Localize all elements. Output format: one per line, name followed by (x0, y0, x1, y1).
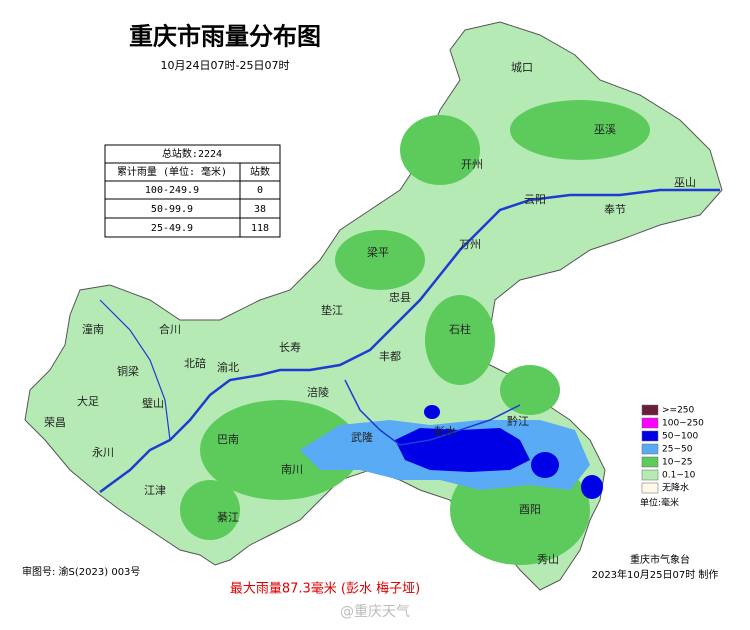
map-label: 渝北 (217, 360, 239, 374)
watermark: @重庆天气 (340, 604, 410, 620)
patch (500, 365, 560, 415)
map-label: 云阳 (524, 193, 546, 206)
made-time: 2023年10月25日07时 制作 (592, 568, 719, 581)
map-label: 涪陵 (307, 385, 329, 399)
patch (180, 480, 240, 540)
approval-number: 审图号: 渝S(2023) 003号 (22, 565, 140, 578)
table-frame (104, 144, 281, 238)
title: 重庆市雨量分布图 (129, 22, 321, 51)
legend-label: 25~50 (662, 445, 693, 455)
map-label: 巫山 (674, 176, 696, 189)
legend-label: 100~250 (662, 419, 704, 429)
legend-swatch (641, 430, 659, 442)
legend-swatch (641, 482, 659, 494)
patch (531, 452, 559, 478)
table-cell: 118 (251, 223, 269, 234)
map-label: 铜梁 (117, 364, 139, 378)
max-rain: 最大雨量87.3毫米 (彭水 梅子垭) (230, 581, 420, 597)
table-cell: 100-249.9 (145, 185, 199, 196)
patch (335, 230, 425, 290)
map-label: 城口 (511, 61, 533, 74)
patch (425, 295, 495, 385)
map-label: 垫江 (321, 303, 343, 317)
legend-label: >=250 (662, 406, 695, 416)
map-label: 綦江 (217, 511, 239, 524)
map-labels: 城口 巫溪 开州 巫山 云阳 奉节 万州 梁平 忠县 石柱 垫江 长寿 丰都 潼… (44, 61, 696, 566)
map-label: 丰都 (379, 350, 401, 363)
legend-label: 0.1~10 (662, 471, 696, 481)
patch (581, 475, 603, 499)
wu-river (344, 379, 521, 446)
patch (395, 428, 530, 472)
legend-swatch (641, 456, 659, 468)
map-label: 酉阳 (519, 503, 541, 516)
station-table: 总站数:2224 累计雨量 (单位: 毫米) 站数 100-249.9 0 50… (104, 144, 281, 238)
map-label: 万州 (459, 238, 481, 251)
map-label: 秀山 (537, 553, 559, 566)
map-label: 黔江 (507, 414, 529, 428)
map-label: 石柱 (449, 322, 471, 336)
table-cell: 50-99.9 (151, 204, 193, 215)
map-label: 永川 (92, 445, 114, 459)
yangtze-river (99, 188, 720, 494)
legend-label: 50~100 (662, 432, 698, 442)
legend-swatch (641, 469, 659, 481)
jialing-river (99, 299, 171, 441)
map-label: 巴南 (217, 433, 239, 446)
legend-swatch (641, 443, 659, 455)
map-label: 忠县 (389, 291, 411, 304)
map-label: 梁平 (367, 245, 389, 259)
map-label: 开州 (461, 158, 483, 171)
legend-unit: 单位:毫米 (640, 497, 679, 509)
map-label: 巫溪 (594, 123, 616, 136)
patch (400, 115, 480, 185)
legend-label: 无降水 (662, 482, 689, 494)
map-label: 大足 (77, 394, 99, 408)
rain-50-100 (395, 405, 603, 499)
map-label: 荣昌 (44, 416, 66, 429)
map-label: 南川 (281, 463, 303, 476)
legend-swatch (641, 404, 659, 416)
patch (424, 405, 440, 419)
table-header: 累计雨量 (单位: 毫米) (117, 165, 227, 178)
map-label: 武隆 (351, 430, 373, 444)
patch (510, 100, 650, 160)
table-cell: 0 (257, 185, 263, 196)
legend-label: 10~25 (662, 458, 692, 468)
patch (200, 400, 360, 500)
map-label: 江津 (144, 484, 166, 497)
table-cell: 38 (254, 204, 266, 215)
map-label: 北碚 (184, 356, 206, 370)
table-cell: 25-49.9 (151, 223, 193, 234)
map-label: 璧山 (142, 396, 164, 410)
map-label: 奉节 (604, 202, 626, 216)
map (24, 21, 723, 591)
table-header: 站数 (250, 165, 270, 178)
legend-swatch (641, 417, 659, 429)
map-label: 彭水 (434, 424, 456, 438)
agency: 重庆市气象台 (630, 553, 690, 566)
map-label: 潼南 (82, 322, 104, 336)
rain-10-25 (180, 100, 650, 565)
map-label: 合川 (159, 322, 181, 336)
table-total: 总站数:2224 (162, 147, 222, 160)
subtitle: 10月24日07时-25日07时 (161, 59, 290, 72)
map-label: 长寿 (279, 340, 301, 354)
